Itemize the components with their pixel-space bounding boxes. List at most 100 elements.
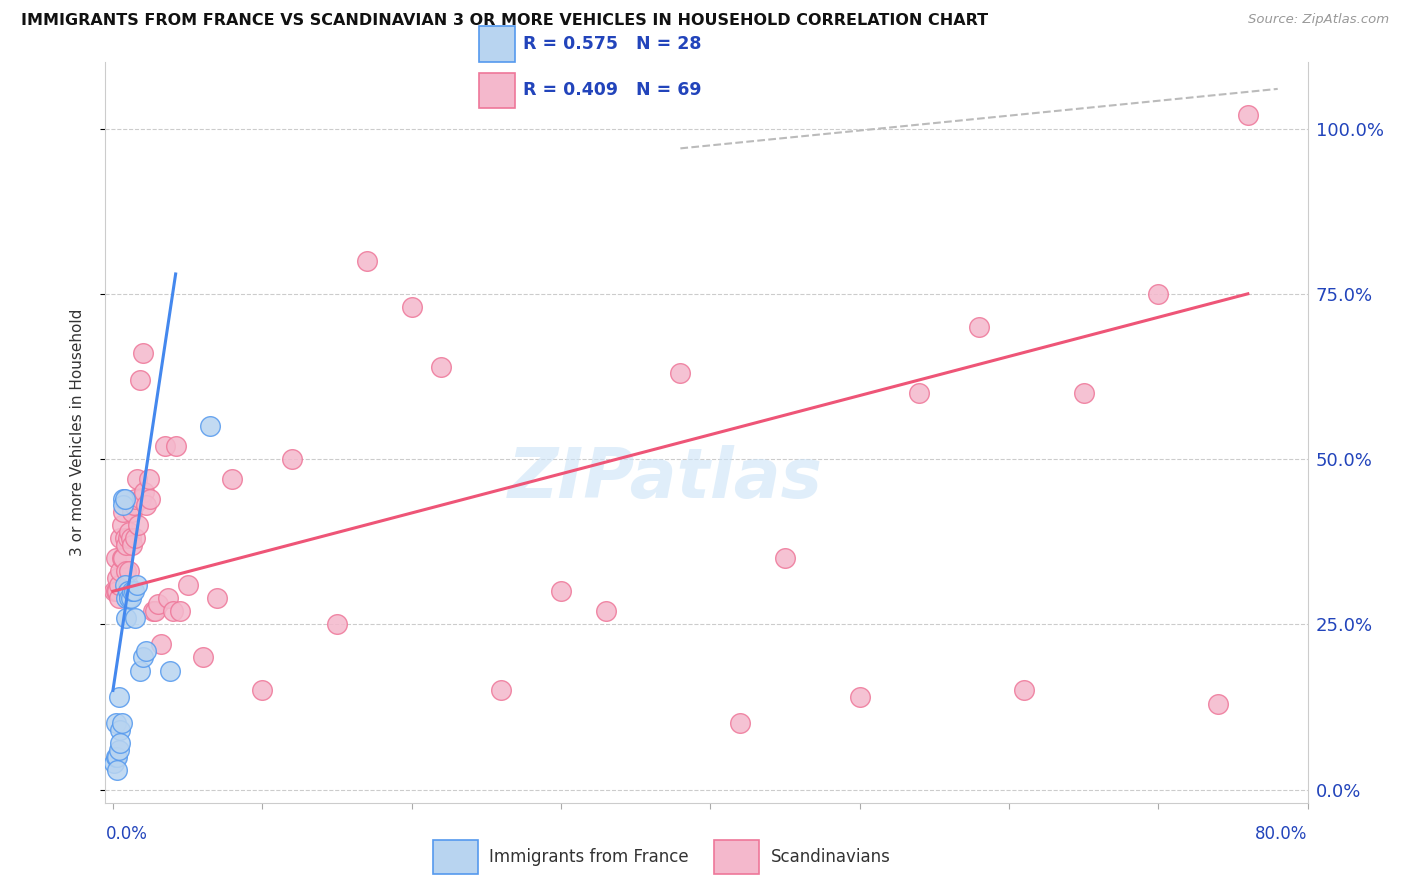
Point — [132, 346, 155, 360]
Point — [1012, 683, 1035, 698]
Point — [125, 472, 148, 486]
Point — [110, 565, 132, 579]
Point — [138, 472, 160, 486]
Point — [117, 532, 139, 546]
Point — [134, 485, 156, 500]
Text: ZIPatlas: ZIPatlas — [508, 445, 823, 512]
Point — [129, 491, 152, 506]
Text: R = 0.409   N = 69: R = 0.409 N = 69 — [523, 81, 702, 99]
Point — [111, 518, 134, 533]
Point — [207, 591, 229, 605]
Point — [124, 491, 146, 506]
Point — [162, 604, 184, 618]
Point — [117, 584, 139, 599]
Point — [122, 499, 145, 513]
Point — [115, 611, 138, 625]
Point — [120, 591, 142, 605]
Point — [165, 439, 187, 453]
Point — [356, 253, 378, 268]
Point — [103, 584, 125, 599]
Point — [191, 650, 214, 665]
Text: R = 0.575   N = 28: R = 0.575 N = 28 — [523, 35, 702, 54]
Point — [104, 749, 127, 764]
Bar — [433, 839, 478, 874]
Point — [132, 650, 155, 665]
Point — [149, 637, 172, 651]
Point — [669, 366, 692, 380]
Point — [281, 452, 304, 467]
Point — [135, 499, 157, 513]
Point — [401, 300, 423, 314]
Point — [112, 505, 135, 519]
Point — [1237, 108, 1260, 122]
Point — [121, 584, 143, 599]
Point — [125, 577, 148, 591]
Point — [115, 565, 138, 579]
Point — [104, 551, 127, 566]
Point — [103, 756, 125, 771]
Text: Immigrants from France: Immigrants from France — [489, 847, 689, 866]
Point — [146, 598, 169, 612]
Point — [118, 565, 141, 579]
Point — [114, 491, 136, 506]
Point — [153, 439, 176, 453]
Point — [176, 577, 198, 591]
Point — [117, 577, 139, 591]
Point — [108, 591, 131, 605]
Text: Scandinavians: Scandinavians — [770, 847, 890, 866]
Point — [105, 763, 128, 777]
Bar — [714, 839, 759, 874]
Point — [112, 499, 135, 513]
Point — [728, 716, 751, 731]
Point — [108, 577, 131, 591]
Point — [326, 617, 349, 632]
Point — [1073, 386, 1095, 401]
Point — [110, 532, 132, 546]
Point — [157, 591, 180, 605]
Point — [111, 551, 134, 566]
Point — [104, 584, 127, 599]
Point — [105, 571, 128, 585]
Point — [908, 386, 931, 401]
Point — [139, 491, 162, 506]
Point — [105, 749, 128, 764]
Point — [198, 419, 221, 434]
Point — [142, 604, 165, 618]
Point — [115, 538, 138, 552]
Point — [110, 736, 132, 750]
Point — [169, 604, 191, 618]
Point — [104, 716, 127, 731]
Point — [128, 664, 150, 678]
Point — [118, 591, 141, 605]
Point — [108, 690, 131, 704]
Point — [114, 532, 136, 546]
Y-axis label: 3 or more Vehicles in Household: 3 or more Vehicles in Household — [70, 309, 84, 557]
Point — [111, 716, 134, 731]
Point — [595, 604, 617, 618]
Text: Source: ZipAtlas.com: Source: ZipAtlas.com — [1249, 13, 1389, 27]
Point — [115, 591, 138, 605]
Bar — [479, 72, 515, 108]
Point — [122, 584, 145, 599]
Point — [128, 373, 150, 387]
Point — [120, 499, 142, 513]
Point — [121, 505, 143, 519]
Bar — [479, 27, 515, 62]
Point — [127, 518, 149, 533]
Point — [114, 577, 136, 591]
Point — [112, 491, 135, 506]
Point — [489, 683, 512, 698]
Text: IMMIGRANTS FROM FRANCE VS SCANDINAVIAN 3 OR MORE VEHICLES IN HOUSEHOLD CORRELATI: IMMIGRANTS FROM FRANCE VS SCANDINAVIAN 3… — [21, 13, 988, 29]
Point — [124, 611, 146, 625]
Point — [108, 743, 131, 757]
Text: 0.0%: 0.0% — [105, 825, 148, 843]
Point — [135, 644, 157, 658]
Point — [1147, 286, 1170, 301]
Point — [1206, 697, 1229, 711]
Point — [773, 551, 796, 566]
Point — [848, 690, 870, 704]
Point — [121, 538, 143, 552]
Point — [550, 584, 572, 599]
Point — [110, 723, 132, 737]
Point — [120, 532, 142, 546]
